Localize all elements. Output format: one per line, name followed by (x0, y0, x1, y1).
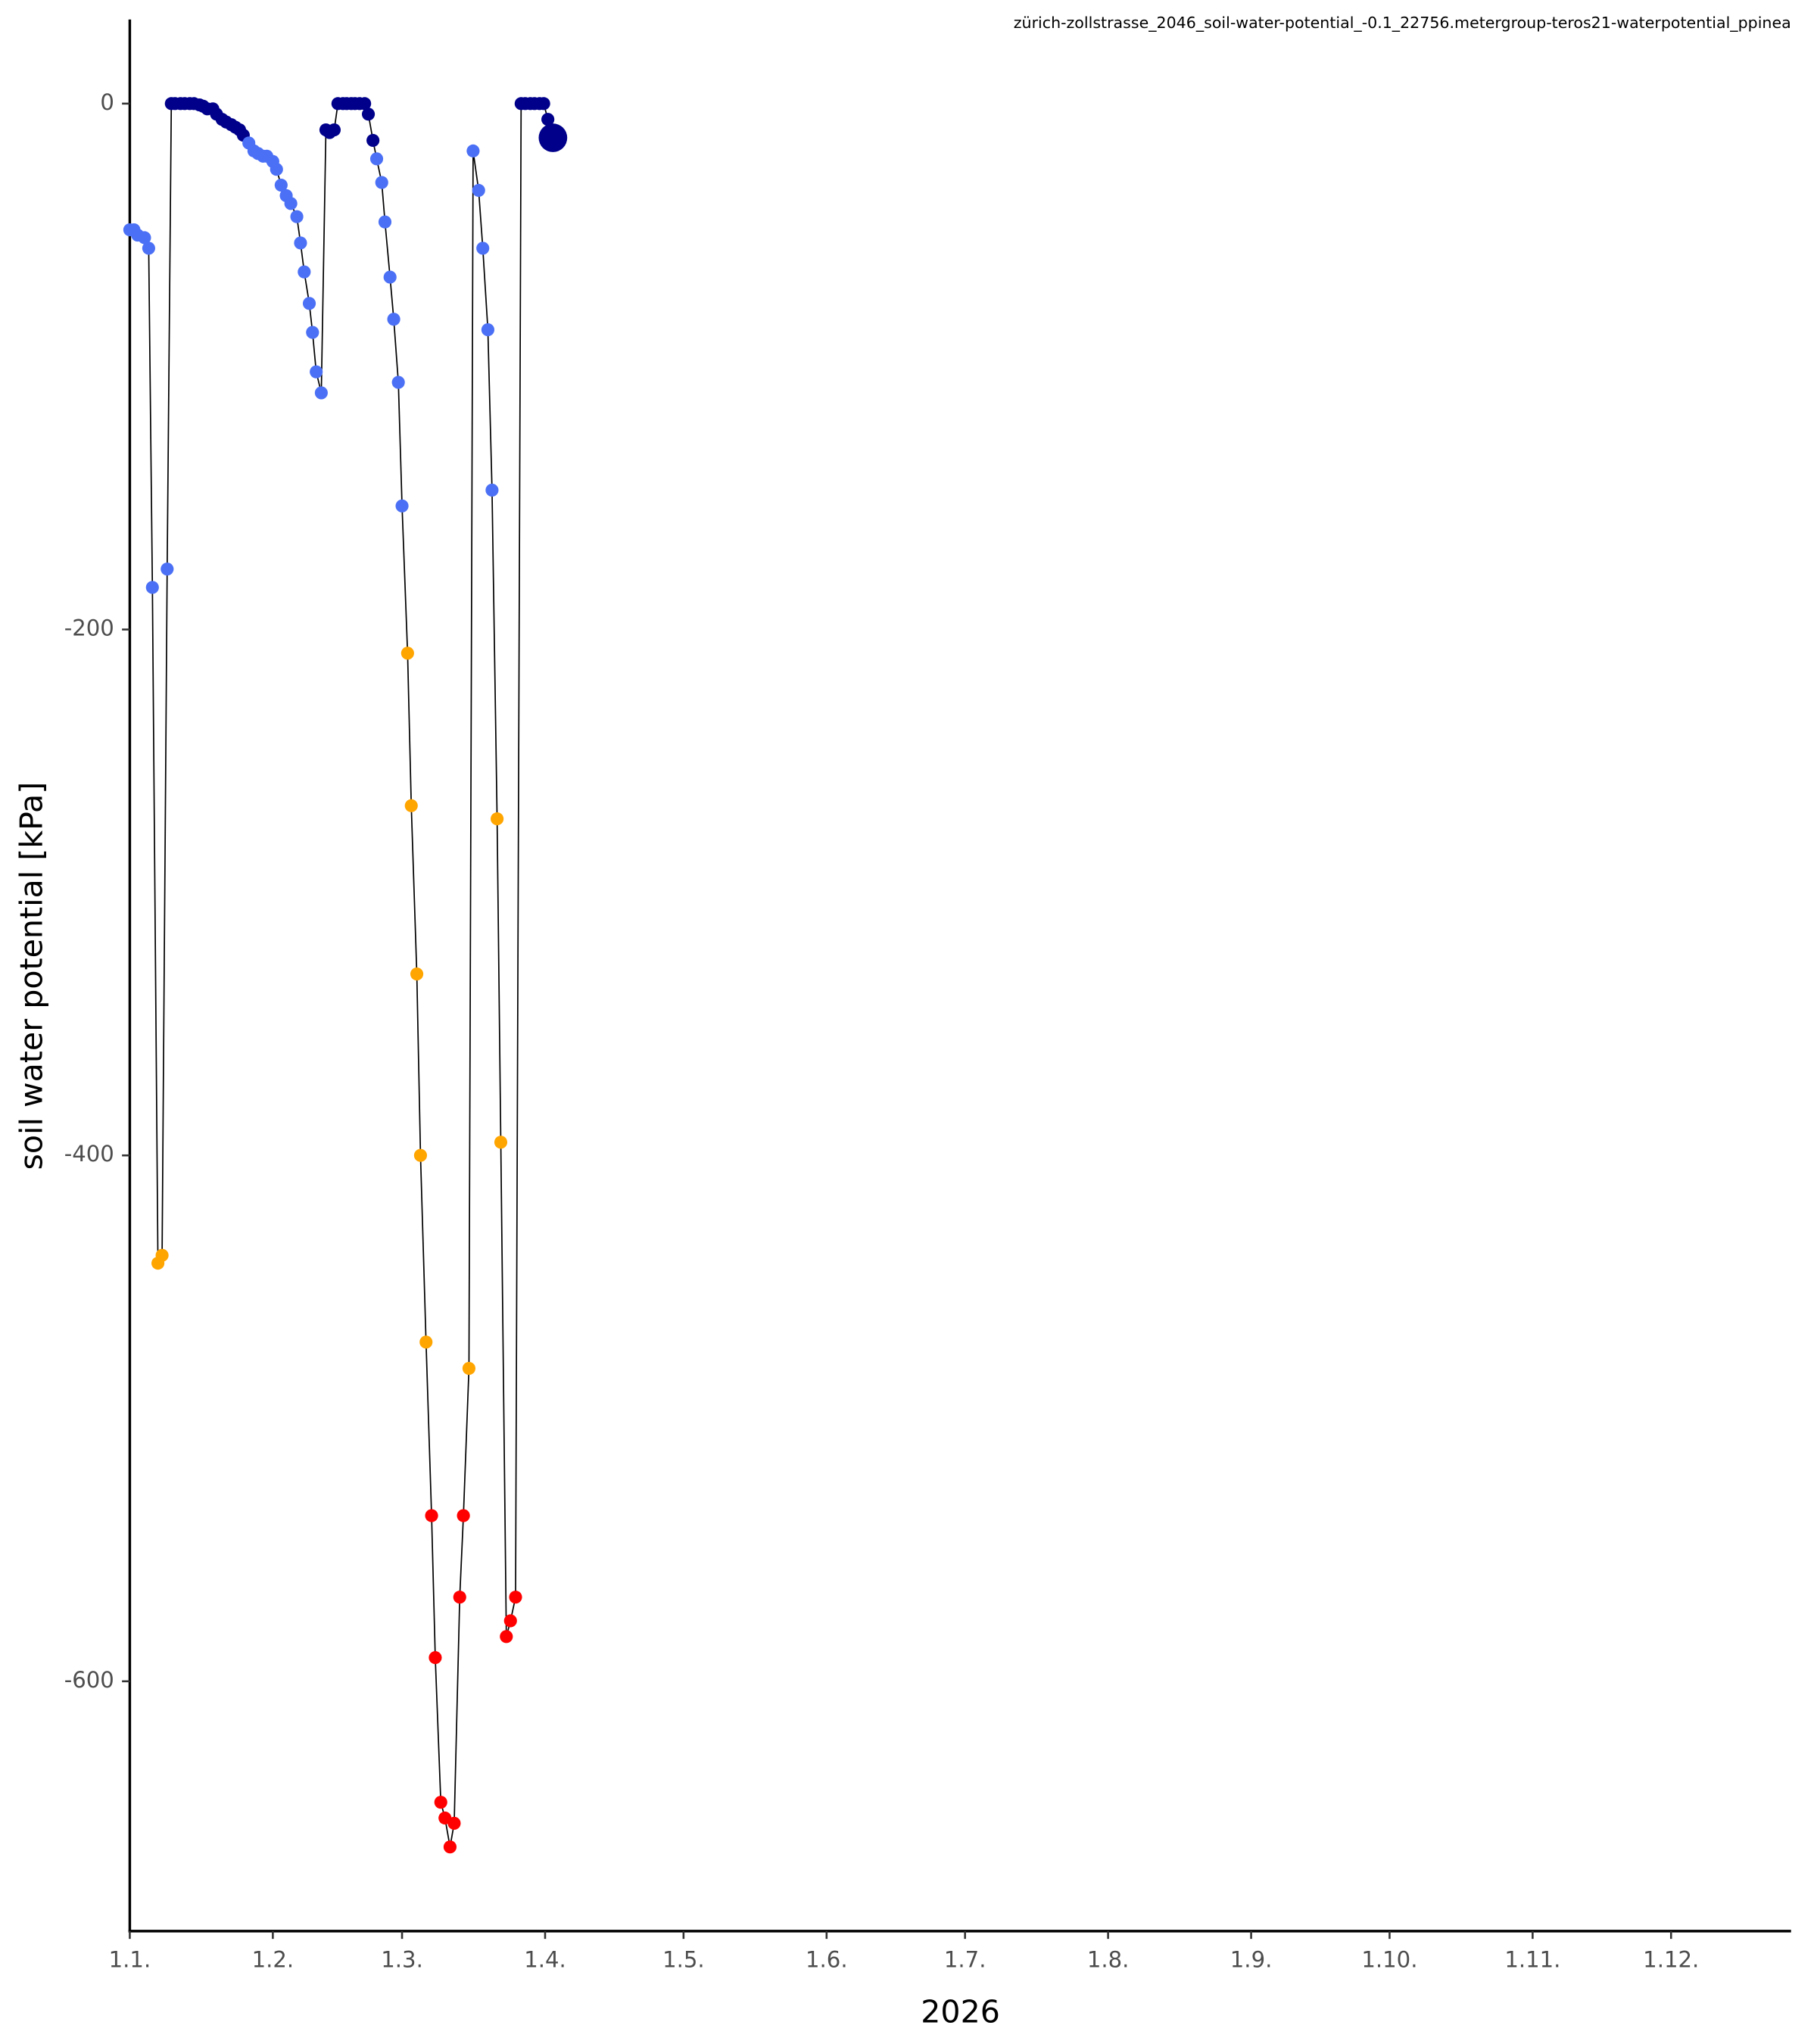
x-tick-label: 1.7. (944, 1946, 986, 1972)
data-point (270, 163, 283, 176)
data-point (145, 581, 159, 594)
data-point (375, 176, 388, 189)
x-tick-label: 1.5. (662, 1946, 705, 1972)
data-point (509, 1591, 522, 1604)
data-point (155, 1248, 169, 1262)
x-tick-label: 1.10. (1361, 1946, 1417, 1972)
data-point (369, 152, 384, 166)
data-point (503, 1614, 517, 1628)
data-point (383, 270, 397, 284)
data-point (443, 1840, 457, 1854)
x-tick-label: 1.12. (1643, 1946, 1699, 1972)
y-tick-label: -600 (64, 1667, 114, 1693)
data-point (302, 297, 316, 310)
data-point (274, 178, 288, 192)
data-point (358, 97, 372, 111)
data-line (129, 103, 554, 1847)
chart-title: zürich-zollstrasse_2046_soil-water-poten… (1014, 14, 1791, 33)
data-point (400, 647, 414, 660)
y-axis-label: soil water potential [kPa] (14, 782, 50, 1170)
data-point (457, 1509, 470, 1522)
x-tick-label: 1.1. (109, 1946, 151, 1972)
data-point (419, 1335, 433, 1349)
y-tick-label: -200 (64, 615, 114, 641)
data-point (327, 123, 341, 137)
y-tick-label: 0 (100, 89, 114, 115)
x-tick-label: 1.2. (252, 1946, 295, 1972)
data-point (453, 1591, 466, 1604)
data-point (494, 1136, 508, 1149)
data-point (447, 1816, 461, 1831)
data-point (538, 123, 568, 152)
data-point (366, 133, 380, 148)
x-tick-label: 1.6. (806, 1946, 848, 1972)
x-tick-label: 1.4. (524, 1946, 566, 1972)
data-point (142, 241, 155, 255)
data-point (413, 1148, 427, 1162)
data-point (404, 799, 418, 812)
data-point (161, 562, 174, 576)
data-point (306, 326, 319, 339)
data-point (425, 1509, 438, 1522)
data-point (298, 265, 311, 279)
data-point (290, 210, 304, 223)
data-point (138, 231, 151, 245)
x-tick-label: 1.3. (381, 1946, 423, 1972)
data-point (476, 241, 490, 255)
data-point (466, 144, 480, 157)
data-point (294, 236, 307, 250)
data-point (485, 483, 499, 497)
data-point (541, 113, 555, 126)
data-point (434, 1796, 447, 1809)
x-tick-label: 1.9. (1230, 1946, 1273, 1972)
data-point (462, 1361, 475, 1376)
data-point (284, 197, 298, 210)
data-point (500, 1630, 513, 1644)
data-point (491, 812, 504, 826)
data-point (310, 365, 323, 379)
data-point (391, 375, 405, 389)
x-tick-label: 1.8. (1087, 1946, 1130, 1972)
data-point (378, 215, 392, 229)
data-point (361, 107, 376, 121)
data-point (410, 967, 424, 981)
data-point (537, 97, 550, 111)
data-point (314, 386, 328, 400)
x-tick-label: 1.11. (1504, 1946, 1560, 1972)
y-tick-label: -400 (64, 1141, 114, 1167)
data-point (429, 1651, 442, 1665)
data-point (387, 313, 400, 326)
data-point (395, 499, 409, 513)
data-point (472, 183, 485, 198)
data-point (481, 323, 494, 337)
x-axis-label: 2026 (921, 1994, 1000, 2030)
